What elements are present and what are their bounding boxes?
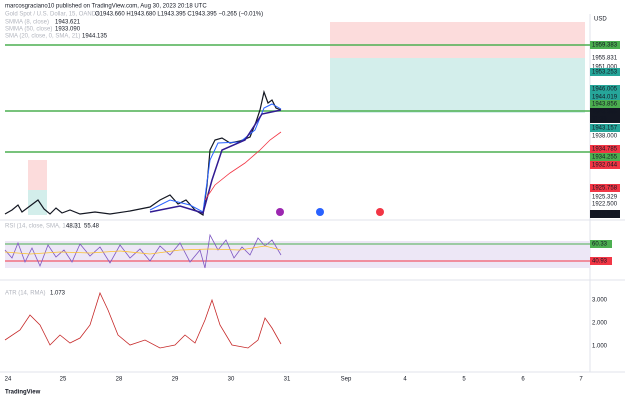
- atr-value: 1.073: [50, 291, 66, 297]
- axis-label: 1925.329: [592, 195, 618, 201]
- rsi-ma-line: [4, 245, 282, 255]
- axis-label-bg: [590, 257, 612, 265]
- axis-label-bg: [590, 115, 620, 123]
- axis-label-bg: [590, 184, 620, 192]
- smma-line: [149, 103, 282, 213]
- axis-label: 1946.005: [592, 87, 618, 93]
- axis-label-bg: [590, 161, 620, 169]
- axis-label: 1955.831: [592, 56, 618, 62]
- attribution: marcosgraciano10 published on TradingVie…: [5, 4, 207, 10]
- time-label: 6: [521, 377, 525, 383]
- axis-label: 1943.395: [592, 110, 618, 116]
- axis-label-bg: [590, 240, 612, 248]
- axis-label: 1934.785: [592, 147, 618, 153]
- currency: USD: [594, 17, 607, 23]
- axis-label: 11:30: [592, 117, 607, 123]
- time-label: 24: [5, 377, 12, 383]
- price-line: [4, 89, 282, 217]
- axis-label: 1934.255: [592, 155, 618, 161]
- axis-label: 60.33: [592, 242, 608, 248]
- axis-label: 1922.500: [592, 202, 618, 208]
- sma-line: [149, 109, 282, 214]
- axis-label: 1953.253: [592, 70, 618, 76]
- indicator-value: 1933.090: [55, 27, 81, 33]
- axis-label: 1944.019: [592, 95, 618, 101]
- axis-label: 1951.000: [592, 65, 618, 71]
- axis-label: 1943.856: [592, 102, 618, 108]
- axis-label-bg: [590, 85, 620, 93]
- axis-label: 3.000: [592, 298, 608, 304]
- axis-label-bg: [590, 108, 620, 116]
- event-icon[interactable]: [276, 208, 284, 216]
- indicator-name: SMA (20, close, 0, SMA, 21): [5, 34, 80, 40]
- indicator-value: 1943.621: [55, 20, 81, 26]
- target-zone: [330, 58, 585, 113]
- axis-label: 1925.758: [592, 186, 618, 192]
- event-icon[interactable]: [376, 208, 384, 216]
- axis-label: 1959.383: [592, 43, 618, 49]
- target-zone: [28, 190, 47, 215]
- axis-label-bg: [590, 145, 620, 153]
- axis-label: 2.000: [592, 321, 608, 327]
- axis-label: 1918.614: [592, 212, 618, 218]
- axis-label-bg: [590, 68, 620, 76]
- time-label: 30: [228, 377, 235, 383]
- axis-label-bg: [590, 210, 620, 218]
- rsi-band: [5, 241, 590, 268]
- time-label: 29: [172, 377, 179, 383]
- event-icon[interactable]: [316, 208, 324, 216]
- axis-label: 1.000: [592, 344, 608, 350]
- rsi-title: RSI (14, close, SMA, 14, 2): [5, 224, 78, 230]
- atr-title: ATR (14, RMA): [5, 291, 46, 297]
- legend-symbol: Gold Spot / U.S. Dollar, 15, OANDA: [5, 12, 100, 18]
- atr-line: [4, 291, 282, 349]
- indicator-name: SMMA (50, close): [5, 27, 52, 33]
- stop-zone: [330, 22, 585, 58]
- rsi-value: 55.48: [84, 224, 100, 230]
- time-label: Sep: [341, 377, 352, 383]
- time-label: 31: [284, 377, 291, 383]
- time-label: 25: [60, 377, 67, 383]
- axis-label-bg: [590, 100, 620, 108]
- indicator-value: 1944.135: [82, 34, 108, 40]
- indicator-name: SMMA (8, close): [5, 20, 49, 26]
- time-label: 28: [116, 377, 123, 383]
- axis-label: 1932.044: [592, 163, 618, 169]
- smma-slow-line: [204, 131, 282, 201]
- time-label: 7: [579, 377, 583, 383]
- legend-ohlc: O1943.660 H1943.680 L1943.395 C1943.395 …: [95, 12, 263, 18]
- stop-zone: [28, 160, 47, 190]
- rsi-line: [4, 233, 282, 269]
- rsi-value: 48.31: [66, 224, 82, 230]
- axis-label-bg: [590, 41, 620, 49]
- axis-label-bg: [590, 93, 620, 101]
- axis-label-bg: [590, 153, 620, 161]
- axis-label: 40.93: [592, 259, 608, 265]
- brand: TradingView: [5, 390, 41, 396]
- axis-label: 1943.157: [592, 126, 618, 132]
- axis-label: 1938.000: [592, 134, 618, 140]
- time-label: 4: [403, 377, 407, 383]
- axis-label-bg: [590, 124, 620, 132]
- time-label: 5: [462, 377, 466, 383]
